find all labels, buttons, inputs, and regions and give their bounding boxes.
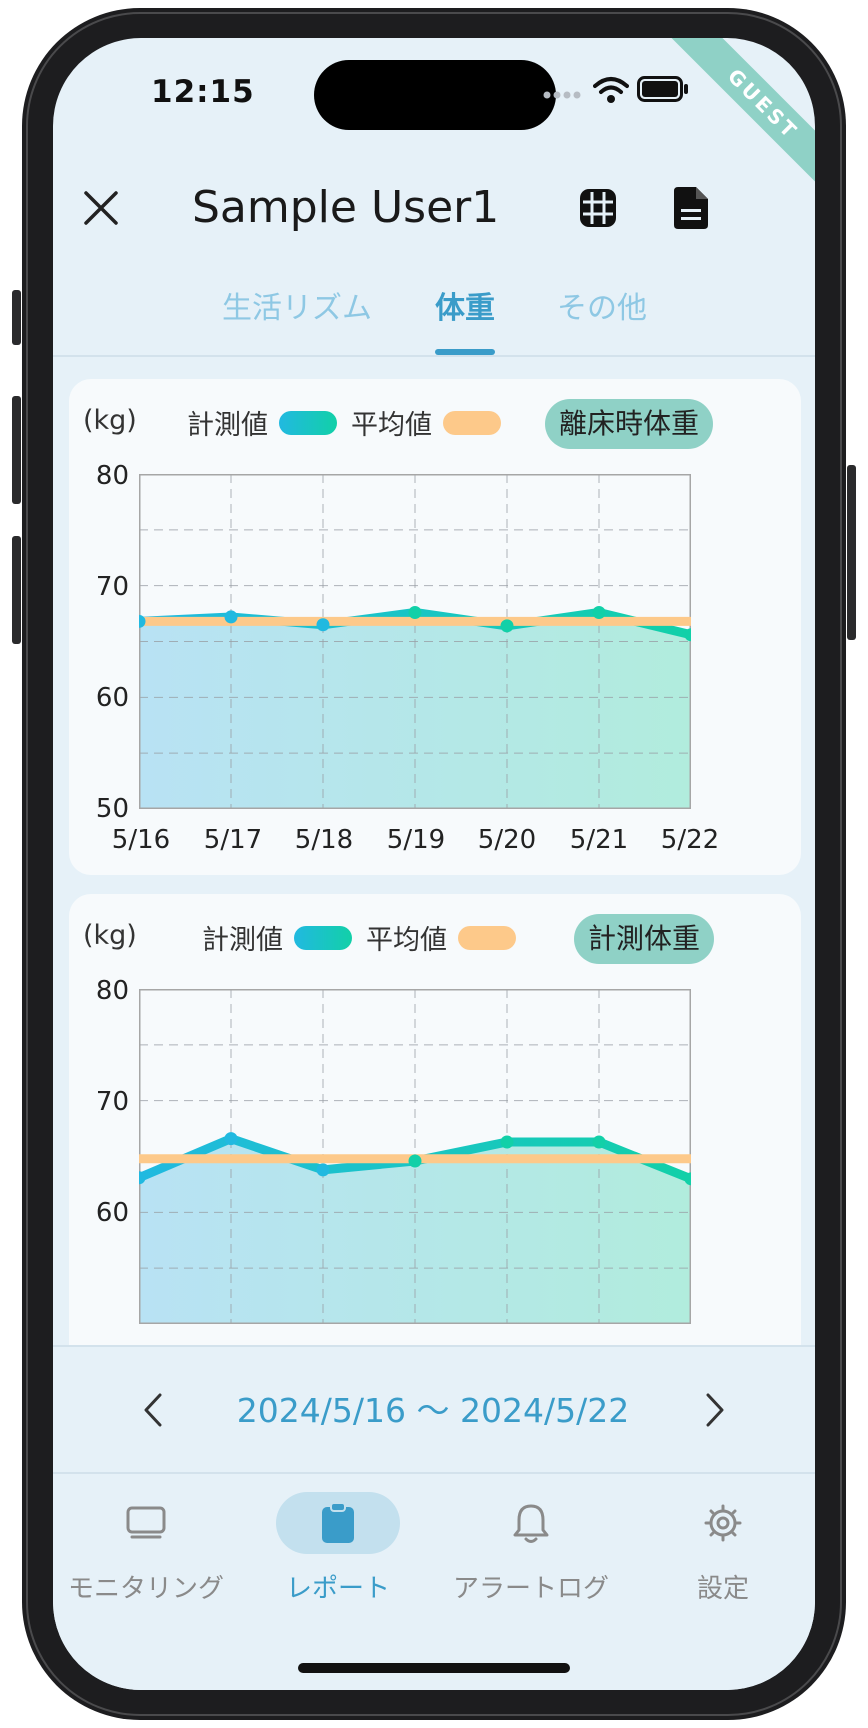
x-tick-label: 5/18 bbox=[294, 825, 354, 855]
measured-point bbox=[224, 610, 238, 624]
volume-up-button bbox=[12, 396, 21, 504]
x-tick-label: 5/20 bbox=[477, 825, 537, 855]
nav-label: モニタリング bbox=[67, 1574, 224, 1604]
measured-point bbox=[316, 1163, 330, 1177]
measured-point bbox=[224, 1132, 238, 1146]
x-tick-label: 5/21 bbox=[569, 825, 629, 855]
tab-weight[interactable]: 体重 bbox=[435, 291, 495, 326]
power-button bbox=[847, 465, 856, 640]
signal-dots-icon bbox=[543, 91, 581, 99]
tab-indicator bbox=[435, 349, 495, 355]
measured-point bbox=[408, 605, 422, 619]
gear-icon bbox=[704, 1504, 742, 1542]
measured-point bbox=[139, 614, 146, 628]
weight-chart-measured bbox=[139, 989, 691, 1324]
weight-chart-rising bbox=[139, 474, 691, 809]
nav-label: アラートログ bbox=[452, 1574, 609, 1604]
measured-point bbox=[139, 1171, 146, 1185]
volume-down-button bbox=[12, 536, 21, 644]
y-tick-label: 70 bbox=[95, 1087, 129, 1117]
app-screen: 12:15 GUEST Sample User1 生活リズム 体重 その他 (k… bbox=[53, 38, 815, 1690]
chart-type-badge[interactable]: 計測体重 bbox=[574, 914, 714, 964]
legend-average-swatch bbox=[443, 411, 501, 435]
grid-icon[interactable] bbox=[580, 189, 616, 227]
x-tick-label: 5/19 bbox=[386, 825, 446, 855]
y-tick-label: 60 bbox=[95, 683, 129, 713]
battery-icon bbox=[637, 76, 688, 102]
close-icon[interactable] bbox=[83, 190, 119, 226]
tab-other[interactable]: その他 bbox=[557, 291, 647, 326]
x-tick-label: 5/17 bbox=[203, 825, 263, 855]
measured-area bbox=[139, 612, 691, 809]
plot-border bbox=[139, 474, 691, 809]
status-time: 12:15 bbox=[151, 74, 255, 110]
tab-bar: 生活リズム 体重 その他 bbox=[53, 283, 815, 355]
bell-icon bbox=[513, 1504, 549, 1543]
home-indicator bbox=[298, 1663, 570, 1673]
unit-label: (kg) bbox=[83, 405, 137, 436]
measured-point bbox=[592, 605, 606, 619]
measured-point bbox=[592, 1135, 606, 1149]
legend-measured-label: 計測値 bbox=[202, 925, 283, 956]
weight-card-measured: (kg) 計測値 平均値 計測体重 80 70 60 bbox=[69, 894, 801, 1390]
measured-point bbox=[316, 618, 330, 632]
y-tick-label: 70 bbox=[95, 572, 129, 602]
legend-average-swatch bbox=[458, 926, 516, 950]
measured-point bbox=[684, 1172, 691, 1186]
tabs-divider bbox=[53, 355, 815, 357]
clipboard-icon bbox=[322, 1502, 354, 1543]
nav-divider bbox=[53, 1472, 815, 1474]
unit-label: (kg) bbox=[83, 920, 137, 951]
legend-measured-swatch bbox=[279, 411, 337, 435]
chevron-right-icon[interactable] bbox=[705, 1393, 725, 1427]
nav-label: レポート bbox=[285, 1574, 390, 1604]
nav-label: 設定 bbox=[696, 1574, 749, 1604]
measured-point bbox=[500, 619, 514, 633]
monitor-icon bbox=[126, 1506, 166, 1539]
legend-average-label: 平均値 bbox=[351, 410, 432, 441]
measured-point bbox=[684, 628, 691, 642]
page-title: Sample User1 bbox=[192, 182, 500, 233]
y-tick-label: 60 bbox=[95, 1198, 129, 1228]
dynamic-island bbox=[314, 60, 556, 130]
action-button bbox=[12, 290, 21, 345]
date-range-bar bbox=[53, 1345, 815, 1690]
legend-measured-swatch bbox=[294, 926, 352, 950]
legend-measured-label: 計測値 bbox=[187, 410, 268, 441]
x-tick-label: 5/22 bbox=[660, 825, 720, 855]
document-icon[interactable] bbox=[674, 187, 708, 229]
x-tick-label: 5/16 bbox=[111, 825, 171, 855]
date-range-label: 2024/5/16 〜 2024/5/22 bbox=[236, 1391, 630, 1430]
y-tick-label: 80 bbox=[95, 461, 129, 491]
chart-type-badge[interactable]: 離床時体重 bbox=[545, 399, 713, 449]
measured-point bbox=[500, 1135, 514, 1149]
y-tick-label: 50 bbox=[95, 794, 129, 824]
measured-point bbox=[408, 1154, 422, 1168]
tab-life-rhythm[interactable]: 生活リズム bbox=[222, 291, 372, 326]
wifi-icon bbox=[593, 77, 629, 103]
legend-average-label: 平均値 bbox=[366, 925, 447, 956]
weight-card-rising: (kg) 計測値 平均値 離床時体重 80 70 60 50 5/16 5/17… bbox=[69, 379, 801, 875]
range-divider bbox=[53, 1345, 815, 1347]
chevron-left-icon[interactable] bbox=[143, 1393, 163, 1427]
y-tick-label: 80 bbox=[95, 976, 129, 1006]
